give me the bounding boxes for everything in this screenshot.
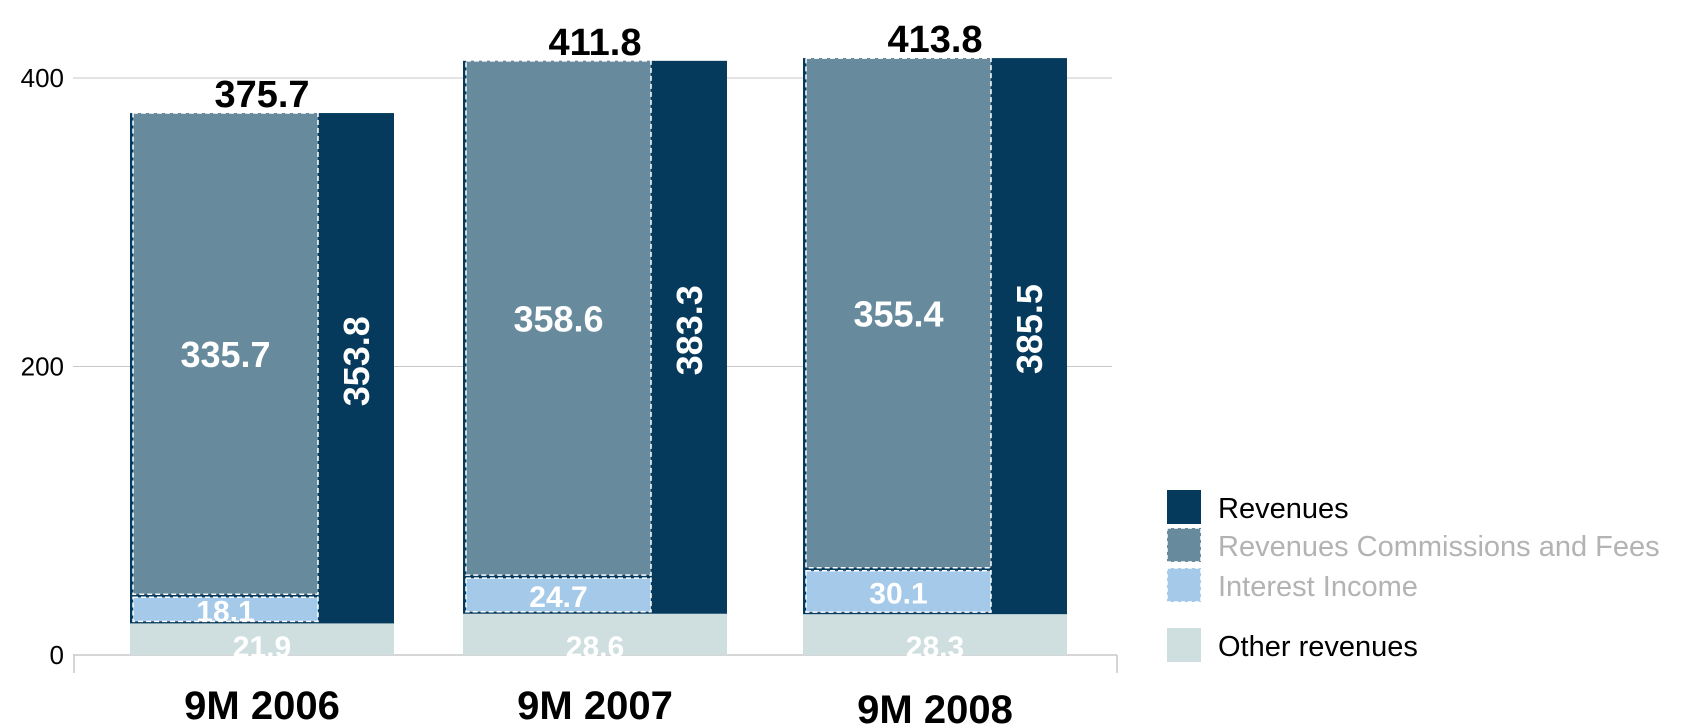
bar-interest-income xyxy=(132,596,319,623)
revenues-label: 385.5 xyxy=(1009,284,1050,374)
interest-income-label: 24.7 xyxy=(529,581,587,614)
interest-income-label: 18.1 xyxy=(196,595,254,628)
commissions-fees-label: 355.4 xyxy=(853,293,943,334)
bar-interest-income xyxy=(805,570,992,613)
legend-swatch xyxy=(1166,527,1202,563)
revenues-label: 353.8 xyxy=(336,316,377,406)
interest-income-label: 30.1 xyxy=(869,577,927,610)
bar-commissions-fees xyxy=(132,112,319,596)
bar-commissions-fees xyxy=(805,57,992,569)
other-revenues-label: 21.9 xyxy=(233,631,291,664)
total-label: 413.8 xyxy=(887,19,982,61)
x-category-label: 9M 2008 xyxy=(857,688,1013,726)
total-label: 375.7 xyxy=(214,74,309,116)
y-tick-label: 400 xyxy=(21,63,64,93)
commissions-fees-label: 358.6 xyxy=(513,298,603,339)
total-label: 411.8 xyxy=(549,22,642,64)
legend: Revenues Revenues Commissions and Fees Int… xyxy=(1166,490,1660,663)
bar-interest-income xyxy=(465,577,652,613)
bar-other-revenues xyxy=(803,614,1067,655)
bar-commissions-fees xyxy=(465,60,652,576)
commissions-fees-label: 335.7 xyxy=(180,334,270,375)
bar-other-revenues xyxy=(130,623,394,655)
data-labels: 375.7 335.7 18.121.9 353.8 9M 2006 411.8 358.6… xyxy=(180,19,1050,726)
other-revenues-label: 28.3 xyxy=(906,631,964,664)
legend-swatch xyxy=(1167,490,1201,524)
y-tick-label: 0 xyxy=(50,640,64,670)
legend-swatch xyxy=(1166,567,1202,603)
legend-label: Interest Income xyxy=(1218,571,1418,603)
legend-label: Revenues Commissions and Fees xyxy=(1218,531,1660,563)
revenues-label: 383.3 xyxy=(669,285,710,375)
legend-swatch xyxy=(1167,628,1201,662)
other-revenues-label: 28.6 xyxy=(566,631,624,664)
x-category-label: 9M 2007 xyxy=(517,684,673,726)
y-tick-label: 200 xyxy=(21,352,64,382)
bar-other-revenues xyxy=(463,613,727,655)
bars xyxy=(130,57,1067,655)
x-category-label: 9M 2006 xyxy=(184,684,340,726)
legend-label: Revenues xyxy=(1218,493,1349,525)
legend-label: Other revenues xyxy=(1218,631,1418,663)
